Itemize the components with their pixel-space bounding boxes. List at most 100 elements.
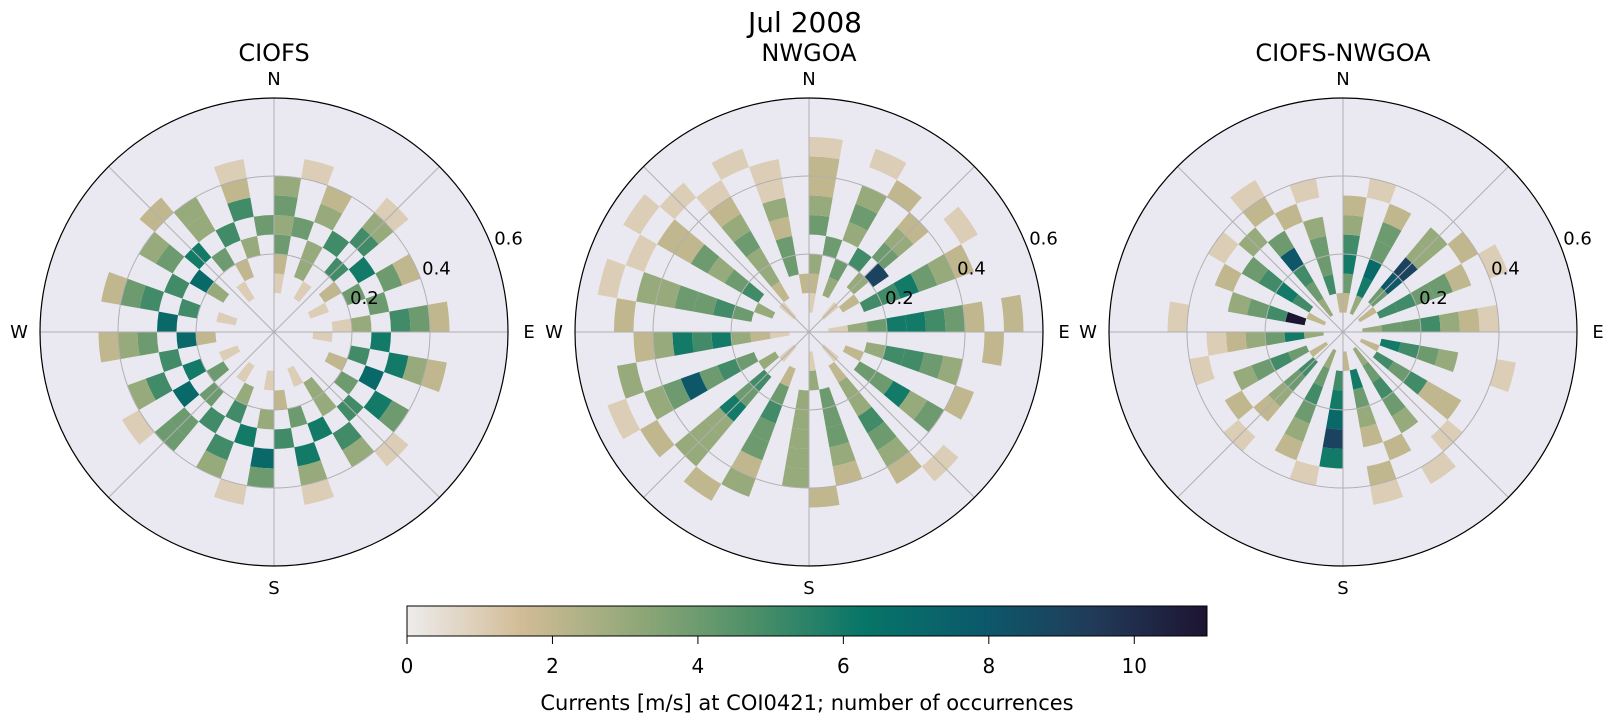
histogram-cell: [1444, 263, 1472, 292]
histogram-cell: [724, 269, 750, 293]
histogram-cell: [177, 298, 201, 319]
histogram-cell: [213, 478, 247, 505]
histogram-cell: [1323, 348, 1337, 369]
histogram-cell: [1352, 346, 1369, 366]
histogram-cell: [785, 447, 809, 469]
compass-label-e: E: [523, 322, 534, 343]
histogram-cell: [1416, 345, 1440, 366]
histogram-cell: [274, 389, 288, 410]
histogram-cell: [1267, 230, 1295, 258]
histogram-cell: [1322, 274, 1337, 296]
histogram-cell: [944, 385, 974, 420]
radial-tick-label: 0.2: [1419, 288, 1448, 309]
histogram-cell: [1383, 433, 1412, 461]
colorbar-tick-label: 2: [546, 654, 559, 678]
histogram-cell: [158, 348, 183, 373]
histogram-cell: [770, 382, 789, 406]
histogram-cell: [350, 315, 372, 332]
histogram-cell: [358, 365, 384, 391]
histogram-cell: [274, 195, 298, 217]
histogram-cell: [868, 371, 894, 395]
histogram-cell: [1294, 399, 1317, 424]
histogram-cell: [1313, 365, 1330, 387]
histogram-cell: [1363, 258, 1382, 282]
polar-panel-nwgoa: NWGOA 0.2 0.4 0.6 N E S W: [545, 39, 1070, 599]
histogram-cell: [673, 231, 705, 264]
polar-grid-spoke: [1342, 166, 1509, 333]
histogram-cell: [692, 332, 713, 353]
histogram-cell: [392, 254, 421, 286]
radial-tick-label: 0.6: [494, 228, 523, 249]
histogram-cell: [1376, 302, 1398, 319]
histogram-cell: [943, 304, 965, 332]
histogram-cell: [1319, 447, 1343, 469]
histogram-cell: [216, 311, 238, 326]
histogram-cell: [139, 285, 165, 312]
histogram-cell: [849, 203, 878, 231]
radial-tick-label: 0.2: [350, 288, 379, 309]
histogram-cell: [644, 385, 674, 420]
histogram-cell: [205, 433, 234, 461]
histogram-cell: [1233, 365, 1259, 391]
histogram-cell: [333, 371, 359, 395]
histogram-cell: [1317, 298, 1334, 318]
histogram-cell: [157, 311, 178, 332]
polar-grid-spoke: [643, 166, 810, 333]
compass-label-n: N: [802, 69, 815, 90]
histogram-cell: [287, 405, 308, 429]
histogram-cell: [182, 358, 207, 381]
histogram-cell: [864, 263, 889, 288]
histogram-cell: [770, 332, 790, 339]
histogram-cell: [775, 235, 796, 259]
radial-tick-label: 0.4: [1491, 258, 1520, 279]
histogram-cell: [1230, 180, 1265, 213]
histogram-cell: [1292, 294, 1314, 313]
histogram-cell: [1309, 341, 1329, 358]
histogram-cell: [623, 194, 660, 235]
histogram-cell: [683, 466, 722, 501]
histogram-cell: [1391, 406, 1419, 434]
histogram-cell: [263, 370, 274, 391]
histogram-cell: [408, 304, 431, 332]
histogram-cell: [898, 390, 928, 420]
polar-grid-spoke: [1177, 331, 1344, 498]
histogram-cell: [1402, 371, 1428, 395]
histogram-cell: [842, 222, 868, 248]
histogram-cell: [1326, 408, 1343, 430]
histogram-cell: [758, 351, 780, 370]
histogram-cell: [750, 332, 771, 343]
histogram-cell: [636, 271, 663, 305]
histogram-cell: [227, 197, 254, 223]
histogram-cell: [1362, 325, 1382, 332]
histogram-cell: [274, 273, 285, 294]
compass-label-s: S: [1337, 578, 1348, 599]
histogram-cell: [876, 283, 901, 306]
histogram-cell: [1001, 294, 1024, 332]
histogram-cell: [847, 321, 868, 332]
histogram-cell: [318, 281, 342, 303]
histogram-cell: [853, 361, 877, 383]
histogram-cell: [324, 352, 348, 371]
histogram-cell: [707, 256, 735, 284]
histogram-cell: [127, 378, 156, 410]
histogram-cell: [293, 281, 312, 303]
histogram-cell: [748, 159, 782, 186]
histogram-cell: [731, 450, 763, 479]
histogram-cell: [1258, 269, 1284, 293]
colorbar-tick-label: 6: [837, 654, 850, 678]
histogram-cell: [614, 298, 637, 332]
histogram-cell: [877, 436, 910, 468]
histogram-cell: [867, 421, 897, 451]
histogram-cell: [206, 361, 230, 383]
histogram-cell: [1387, 361, 1411, 383]
histogram-cell: [690, 244, 720, 274]
histogram-cell: [711, 332, 733, 349]
histogram-cell: [887, 451, 922, 484]
polar-axes-frame: [39, 97, 509, 567]
histogram-cell: [754, 302, 776, 319]
histogram-cell: [1439, 311, 1460, 332]
histogram-cell: [301, 478, 335, 505]
histogram-cell: [819, 386, 836, 409]
histogram-cell: [653, 332, 675, 360]
panel-title: NWGOA: [761, 39, 857, 67]
